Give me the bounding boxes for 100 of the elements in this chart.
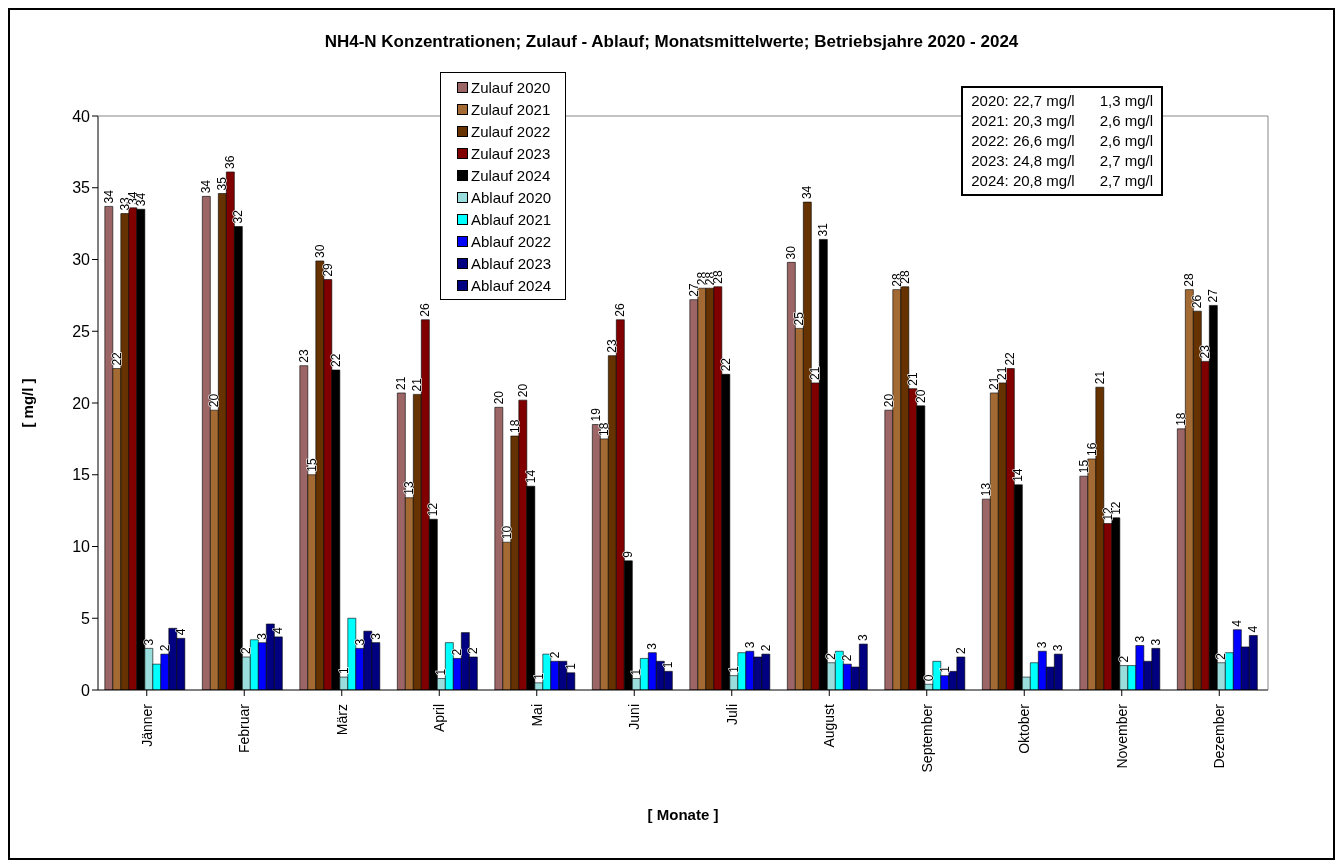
data-label: 3: [856, 634, 871, 642]
x-tick-label: September: [918, 703, 935, 773]
data-label: 14: [523, 469, 538, 484]
x-tick-label: Juni: [626, 704, 643, 730]
data-label: 1: [661, 661, 676, 669]
x-tick-label: Juli: [723, 704, 740, 726]
y-tick-label: 0: [81, 681, 91, 699]
data-label: 3: [645, 642, 660, 650]
data-label: 20: [207, 393, 222, 408]
annotation: 2023: 24,8 mg/l 2,7 mg/l: [971, 151, 1153, 171]
data-label: 2: [953, 646, 968, 654]
data-label: 12: [426, 502, 441, 517]
data-label: 30: [312, 244, 327, 258]
data-label: 27: [1206, 288, 1221, 303]
data-label: 29: [320, 262, 335, 277]
annotation: 2024: 20,8 mg/l 2,7 mg/l: [971, 171, 1153, 191]
x-tick-label: Oktober: [1016, 703, 1033, 754]
y-tick-label: 40: [72, 107, 91, 125]
data-label: 3: [742, 641, 757, 649]
data-label: 36: [223, 155, 238, 169]
legend-label: Zulauf 2022: [471, 122, 551, 140]
data-label: 13: [402, 481, 417, 495]
data-label: 14: [1011, 468, 1026, 482]
data-label: 25: [792, 311, 807, 326]
annotation: 2022: 26,6 mg/l 2,6 mg/l: [971, 131, 1153, 151]
data-label: 26: [613, 303, 628, 317]
data-label: 34: [101, 189, 116, 204]
data-label: 4: [271, 626, 286, 634]
data-label: 3: [1035, 641, 1050, 649]
y-tick-label: 20: [72, 394, 91, 412]
x-tick-label: Dezember: [1211, 703, 1228, 769]
text: 2020: 22,7 mg/l 1,3 mg/l: [971, 91, 1153, 111]
data-label: 21: [410, 377, 425, 392]
x-axis-title: [ Monate ]: [647, 806, 719, 823]
data-label: 20: [881, 393, 896, 408]
data-label: 30: [784, 245, 799, 260]
data-label: 2: [157, 644, 172, 652]
x-tick-label: November: [1113, 703, 1130, 769]
data-label: 1: [629, 668, 644, 676]
data-label: 2: [466, 646, 481, 654]
data-label: 26: [418, 303, 433, 317]
y-tick-label: 30: [72, 251, 91, 269]
data-label: 19: [589, 407, 604, 422]
data-label: 13: [979, 482, 994, 497]
data-label: 31: [816, 222, 831, 237]
data-label: 16: [1084, 442, 1099, 456]
data-label: 21: [808, 366, 823, 380]
data-label: 22: [1003, 351, 1018, 366]
data-label: 0: [921, 674, 936, 682]
x-tick-label: August: [821, 703, 838, 748]
data-label: 2: [450, 648, 465, 656]
data-label: 3: [1051, 644, 1066, 652]
legend-label: Ablauf 2021: [471, 210, 552, 228]
data-label: 3: [368, 632, 383, 640]
y-tick-label: 25: [72, 322, 91, 340]
data-label: 34: [800, 185, 815, 200]
x-tick-label: Mai: [528, 704, 545, 727]
data-label: 15: [304, 458, 319, 472]
data-label: 1: [531, 672, 546, 680]
data-label: 23: [296, 349, 311, 363]
data-label: 2: [824, 652, 839, 660]
data-label: 3: [1132, 635, 1147, 643]
data-label: 3: [352, 638, 367, 646]
annotation: 2021: 20,3 mg/l 2,6 mg/l: [971, 111, 1153, 131]
x-tick-label: April: [431, 704, 448, 733]
data-label: 1: [336, 667, 351, 675]
chart-title: NH4-N Konzentrationen; Zulauf - Ablauf; Monatsmittelwerte; Betriebsjahre 2020 - 2024: [323, 32, 1020, 52]
legend-label: Ablauf 2023: [471, 254, 552, 272]
x-tick-label: Februar: [236, 703, 253, 754]
data-label: 32: [231, 209, 246, 224]
data-label: 35: [215, 176, 230, 191]
data-label: 21: [1092, 370, 1107, 385]
data-label: 15: [1076, 459, 1091, 474]
data-label: 20: [515, 383, 530, 398]
data-label: 1: [434, 668, 449, 676]
data-label: 4: [1230, 619, 1245, 627]
data-label: 23: [1198, 344, 1213, 359]
legend-label: Ablauf 2020: [471, 188, 552, 206]
data-label: 20: [491, 390, 506, 405]
data-label: 23: [605, 338, 620, 353]
y-tick-label: 15: [72, 466, 91, 484]
data-label: 2: [840, 654, 855, 662]
data-label: 28: [1182, 272, 1197, 287]
data-label: 21: [905, 371, 920, 386]
data-label: 2: [1214, 652, 1229, 660]
data-label: 20: [913, 389, 928, 403]
data-label: 1: [937, 665, 952, 673]
legend-label: Zulauf 2023: [471, 144, 551, 162]
y-tick-label: 10: [72, 538, 91, 556]
data-label: 18: [507, 419, 522, 434]
y-tick-label: 35: [72, 179, 91, 197]
data-label: 22: [718, 357, 733, 372]
data-label: 22: [328, 353, 343, 367]
legend-label: Zulauf 2020: [471, 78, 551, 96]
y-axis-title: [ mg/l ]: [19, 378, 37, 428]
data-label: 1: [563, 662, 578, 670]
data-label: 21: [995, 366, 1010, 380]
data-label: 4: [173, 628, 188, 636]
data-label: 4: [1246, 625, 1261, 633]
data-label: 10: [499, 525, 514, 540]
